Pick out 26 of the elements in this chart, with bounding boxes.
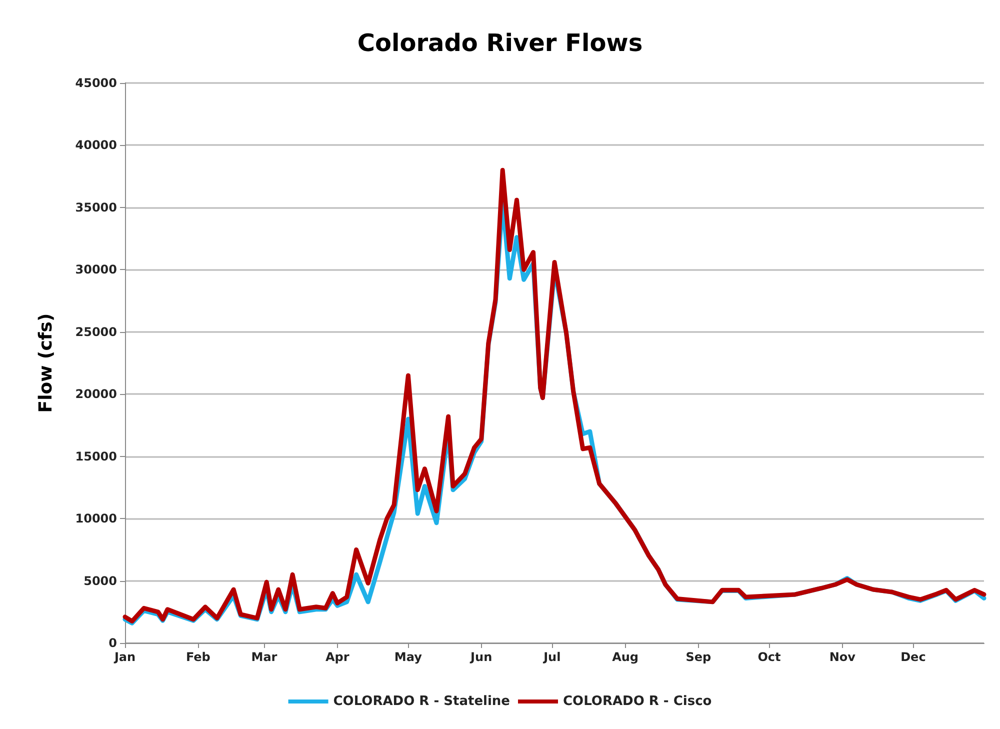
y-tick-label: 10000: [75, 512, 117, 526]
x-tick-label: Jun: [470, 650, 492, 664]
y-tick-label: 5000: [84, 574, 117, 588]
y-tick-label: 40000: [75, 138, 117, 152]
x-tick-label: Jan: [113, 650, 136, 664]
y-tick-label: 45000: [75, 76, 117, 90]
x-tick-label: Aug: [612, 650, 639, 664]
y-tick-label: 15000: [75, 449, 117, 464]
x-tick-label: Mar: [251, 650, 278, 664]
x-tick-label: Nov: [829, 650, 856, 664]
x-tick-label: Sep: [686, 650, 712, 664]
chart-title: Colorado River Flows: [357, 29, 643, 57]
x-tick-label: Dec: [900, 650, 926, 664]
x-tick-label: May: [394, 650, 422, 664]
x-tick-label: Feb: [186, 650, 211, 664]
y-tick-label: 30000: [75, 262, 117, 277]
x-tick-label: Jul: [542, 650, 561, 664]
y-tick-label: 20000: [75, 387, 117, 402]
y-tick-label: 0: [108, 636, 117, 650]
x-tick-label: Apr: [325, 650, 350, 664]
legend-label: COLORADO R - Cisco: [562, 694, 712, 709]
y-tick-label: 35000: [75, 200, 117, 214]
x-tick-label: Oct: [758, 650, 782, 664]
y-axis-title: Flow (cfs): [36, 313, 56, 413]
legend-label: COLORADO R - Stateline: [333, 694, 510, 709]
y-tick-label: 25000: [75, 324, 117, 339]
